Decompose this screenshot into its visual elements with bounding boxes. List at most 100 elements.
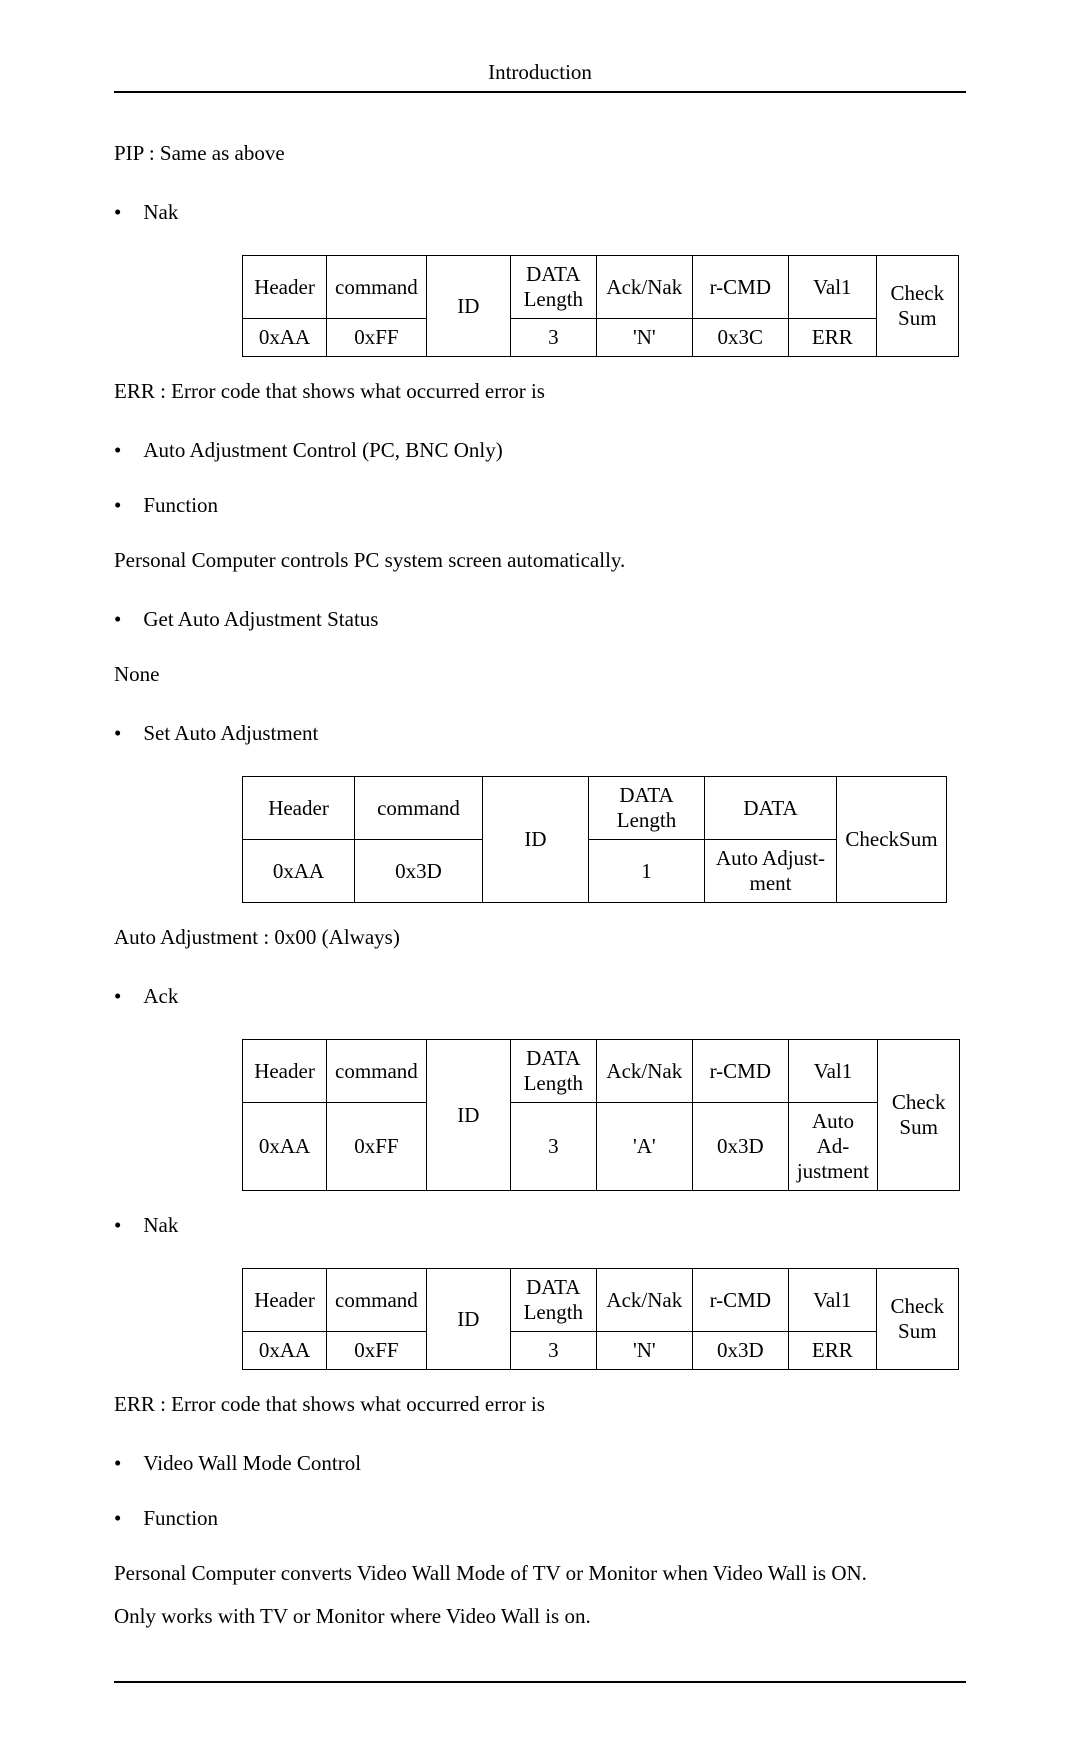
vw-function-text-2: Only works with TV or Monitor where Vide… [114,1604,966,1629]
bullet-label: Function [143,1506,218,1531]
th: ID [426,1040,510,1191]
table-row: Header command ID DATA Length Ack/Nak r-… [243,1269,959,1332]
th: DATA Length [510,256,596,319]
bullet-auto-adjustment: • Auto Adjustment Control (PC, BNC Only) [114,438,966,463]
table-nak-2: Header command ID DATA Length Ack/Nak r-… [242,1268,959,1370]
td: 3 [510,1332,596,1370]
th: Check Sum [876,1269,958,1370]
td: 0xAA [243,1103,327,1191]
bullet-function: • Function [114,493,966,518]
th: command [327,256,427,319]
td: 1 [589,840,705,903]
th: Header [243,1040,327,1103]
th: Ack/Nak [596,256,692,319]
bullet-label: Ack [143,984,178,1009]
th: command [355,777,483,840]
table-row: 0xAA 0xFF 3 'N' 0x3D ERR [243,1332,959,1370]
bullet-label: Nak [143,1213,178,1238]
table-row: Header command ID DATA Length DATA Check… [243,777,947,840]
table-nak-2-wrap: Header command ID DATA Length Ack/Nak r-… [114,1268,966,1370]
td: ERR [788,1332,876,1370]
page: Introduction PIP : Same as above • Nak H… [0,0,1080,1743]
th: r-CMD [692,1269,788,1332]
table-nak-1: Header command ID DATA Length Ack/Nak r-… [242,255,959,357]
table-ack: Header command ID DATA Length Ack/Nak r-… [242,1039,960,1191]
err-note-1: ERR : Error code that shows what occurre… [114,379,966,404]
th: CheckSum [837,777,947,903]
th: r-CMD [692,1040,788,1103]
table-row: Header command ID DATA Length Ack/Nak r-… [243,256,959,319]
th: Val1 [788,1040,877,1103]
bullet-video-wall: • Video Wall Mode Control [114,1451,966,1476]
th: Ack/Nak [596,1040,692,1103]
td: ERR [788,319,876,357]
td: Auto Ad-justment [788,1103,877,1191]
th: Header [243,1269,327,1332]
bullet-label: Function [143,493,218,518]
th: Check Sum [876,256,958,357]
table-ack-wrap: Header command ID DATA Length Ack/Nak r-… [114,1039,966,1191]
running-head: Introduction [114,60,966,93]
td: 0x3D [692,1103,788,1191]
th: DATA Length [510,1040,596,1103]
bullet-label: Set Auto Adjustment [143,721,318,746]
function-text: Personal Computer controls PC system scr… [114,548,966,573]
bullet-icon: • [114,723,121,744]
th: Val1 [788,256,876,319]
bullet-nak-2: • Nak [114,1213,966,1238]
th: Header [243,777,355,840]
th: ID [426,1269,510,1370]
bullet-icon: • [114,1453,121,1474]
td: 0xFF [327,1103,427,1191]
td: 3 [510,319,596,357]
td: 0xFF [327,1332,427,1370]
th: Check Sum [878,1040,960,1191]
bullet-get-status: • Get Auto Adjustment Status [114,607,966,632]
bullet-icon: • [114,609,121,630]
th: ID [426,256,510,357]
bullet-icon: • [114,202,121,223]
th: command [327,1040,427,1103]
td: 0xAA [243,840,355,903]
bullet-label: Auto Adjustment Control (PC, BNC Only) [143,438,502,463]
td: 0x3D [355,840,483,903]
table-set-wrap: Header command ID DATA Length DATA Check… [114,776,966,903]
th: DATA [705,777,837,840]
bullet-icon: • [114,495,121,516]
td: 0x3D [692,1332,788,1370]
th: DATA Length [510,1269,596,1332]
get-status-text: None [114,662,966,687]
bullet-nak-1: • Nak [114,200,966,225]
bullet-ack: • Ack [114,984,966,1009]
table-nak-1-wrap: Header command ID DATA Length Ack/Nak r-… [114,255,966,357]
th: r-CMD [692,256,788,319]
footer-rule [114,1681,966,1683]
th: Header [243,256,327,319]
bullet-label: Get Auto Adjustment Status [143,607,378,632]
th: ID [483,777,589,903]
table-set: Header command ID DATA Length DATA Check… [242,776,947,903]
bullet-label: Nak [143,200,178,225]
table-row: 0xAA 0xFF 3 'A' 0x3D Auto Ad-justment [243,1103,960,1191]
bullet-icon: • [114,1215,121,1236]
td: 3 [510,1103,596,1191]
bullet-icon: • [114,440,121,461]
err-note-2: ERR : Error code that shows what occurre… [114,1392,966,1417]
bullet-icon: • [114,1508,121,1529]
table-row: Header command ID DATA Length Ack/Nak r-… [243,1040,960,1103]
bullet-label: Video Wall Mode Control [143,1451,361,1476]
td: 'N' [596,319,692,357]
td: 0xAA [243,1332,327,1370]
vw-function-text-1: Personal Computer converts Video Wall Mo… [114,1561,966,1586]
th: command [327,1269,427,1332]
td: 'N' [596,1332,692,1370]
td: 'A' [596,1103,692,1191]
td: 0x3C [692,319,788,357]
td: 0xFF [327,319,427,357]
th: DATA Length [589,777,705,840]
th: Ack/Nak [596,1269,692,1332]
bullet-set: • Set Auto Adjustment [114,721,966,746]
th: Val1 [788,1269,876,1332]
td: 0xAA [243,319,327,357]
auto-adj-note: Auto Adjustment : 0x00 (Always) [114,925,966,950]
